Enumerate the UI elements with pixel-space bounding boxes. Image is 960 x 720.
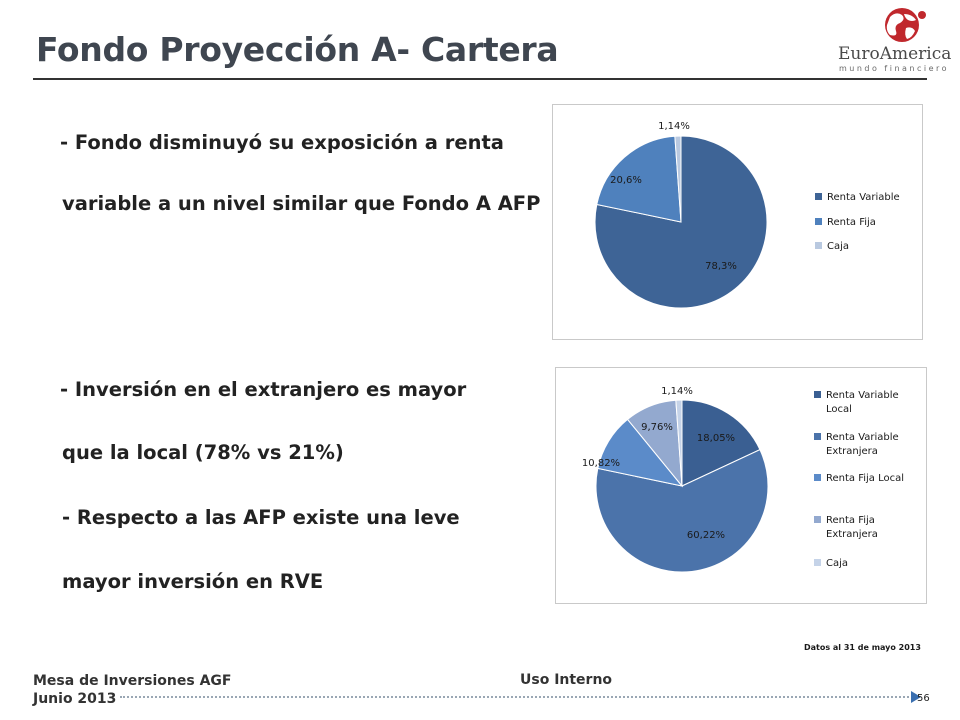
text-line: - Inversión en el extranjero es mayor — [60, 378, 467, 401]
slice-value-label: 60,22% — [687, 530, 725, 541]
legend-entry-label: Renta Fija — [827, 217, 876, 228]
text-line: variable a un nivel similar que Fondo A … — [62, 192, 541, 215]
pie-chart-geography-allocation: 18,05% 60,22% 10,82% 9,76% 1,14% Renta Variab… — [555, 367, 927, 604]
legend-entry-label: Renta Fija — [826, 515, 875, 526]
legend-swatch — [814, 433, 821, 440]
page-title: Fondo Proyección A- Cartera — [36, 30, 559, 69]
text-line: que la local (78% vs 21%) — [62, 441, 344, 464]
slice-value-label: 1,14% — [661, 386, 693, 397]
legend-entry-label: Renta Variable — [826, 390, 899, 401]
globe-logo-icon — [885, 8, 926, 42]
data-date-note: Datos al 31 de mayo 2013 — [804, 643, 921, 652]
slice-value-label: 78,3% — [705, 261, 737, 272]
logo-wordmark: EuroAmerica — [838, 44, 952, 64]
pie-slice-renta-variable-extranjera — [595, 448, 769, 573]
slice-value-label: 18,05% — [697, 433, 735, 444]
logo-tagline: mundo financiero — [838, 64, 950, 73]
legend-swatch — [814, 516, 821, 523]
legend-swatch — [814, 559, 821, 566]
pie-slice-renta-fija — [596, 135, 682, 223]
legend-entry-label: Renta Fija Local — [826, 473, 904, 484]
pie-chart-svg: 78,3% 20,6% 1,14% Renta Variable Renta Fija C… — [594, 121, 900, 309]
title-divider — [33, 78, 927, 80]
pie-slice-caja — [675, 399, 683, 487]
slice-value-label: 10,82% — [582, 458, 620, 469]
legend-swatch — [814, 474, 821, 481]
legend-entry-label: Local — [826, 404, 852, 415]
page-number: 56 — [917, 693, 930, 704]
slice-value-label: 20,6% — [610, 175, 642, 186]
text-line: - Fondo disminuyó su exposición a renta — [60, 131, 504, 154]
legend-entry-label: Caja — [826, 558, 848, 569]
text-line: - Respecto a las AFP existe una leve — [62, 506, 460, 529]
footer-date: Junio 2013 — [33, 691, 117, 707]
legend-entry-label: Extranjera — [826, 446, 878, 457]
slice-value-label: 1,14% — [658, 121, 690, 132]
pie-chart-asset-allocation: 78,3% 20,6% 1,14% Renta Variable Renta Fija C… — [552, 104, 923, 340]
legend-entry-label: Renta Variable — [827, 192, 900, 203]
pie-slice-caja — [674, 135, 682, 223]
legend-swatch — [815, 218, 822, 225]
footer-classification: Uso Interno — [520, 672, 613, 688]
page-arrow-icon — [911, 691, 921, 703]
pie-slice-renta-variable — [594, 135, 768, 309]
legend-swatch — [815, 193, 822, 200]
legend-entry-label: Caja — [827, 241, 849, 252]
text-line: mayor inversión en RVE — [62, 570, 324, 593]
legend-entry-label: Extranjera — [826, 529, 878, 540]
footer-department: Mesa de Inversiones AGF — [33, 673, 232, 689]
footer-divider — [120, 696, 920, 698]
slice-value-label: 9,76% — [641, 422, 673, 433]
legend-entry-label: Renta Variable — [826, 432, 899, 443]
footer-left: Mesa de Inversiones AGF Junio 2013 — [33, 672, 231, 708]
legend-swatch — [815, 242, 822, 249]
pie-chart-svg: 18,05% 60,22% 10,82% 9,76% 1,14% Renta Variab… — [582, 386, 904, 573]
legend-swatch — [814, 391, 821, 398]
pie-slice-renta-variable-local — [681, 399, 761, 487]
euroamerica-logo: EuroAmerica mundo financiero — [838, 6, 952, 76]
